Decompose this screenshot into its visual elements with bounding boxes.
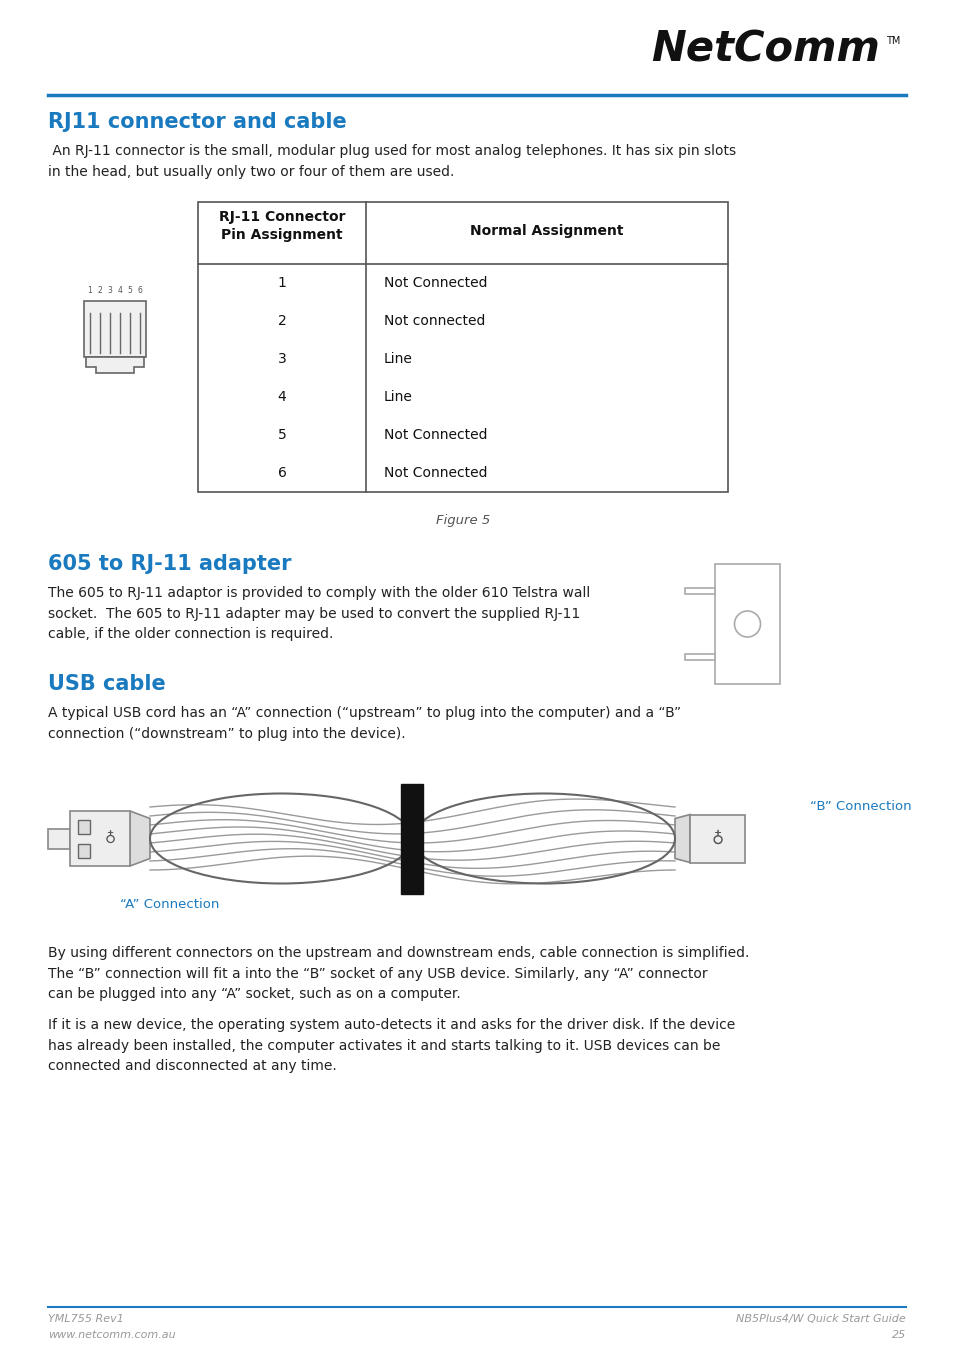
Bar [70, 811, 130, 867]
Text: Normal Assignment: Normal Assignment [470, 223, 623, 238]
Text: 4: 4 [117, 286, 122, 295]
Text: 6: 6 [137, 286, 142, 295]
Text: ♁: ♁ [711, 830, 722, 848]
Text: Not Connected: Not Connected [384, 276, 487, 290]
Text: 3: 3 [108, 286, 112, 295]
Text: An RJ-11 connector is the small, modular plug used for most analog telephones. I: An RJ-11 connector is the small, modular… [48, 144, 736, 179]
Circle shape [734, 611, 760, 636]
Text: 6: 6 [277, 466, 286, 481]
Text: “A” Connection: “A” Connection [120, 899, 219, 911]
Polygon shape [86, 357, 144, 372]
Text: RJ11 connector and cable: RJ11 connector and cable [48, 112, 346, 131]
Bar [198, 202, 727, 492]
Text: USB cable: USB cable [48, 674, 166, 695]
Text: 1: 1 [88, 286, 92, 295]
Text: If it is a new device, the operating system auto-detects it and asks for the dri: If it is a new device, the operating sys… [48, 1018, 735, 1074]
Text: Not connected: Not connected [384, 314, 485, 328]
Text: 5: 5 [277, 428, 286, 441]
Polygon shape [130, 811, 150, 867]
Text: Figure 5: Figure 5 [436, 515, 490, 527]
Text: YML755 Rev1: YML755 Rev1 [48, 1313, 124, 1324]
Bar [48, 829, 70, 849]
Text: www.netcomm.com.au: www.netcomm.com.au [48, 1330, 175, 1340]
Bar [684, 588, 714, 594]
Text: Line: Line [384, 352, 413, 366]
Text: 25: 25 [891, 1330, 905, 1340]
Text: Not Connected: Not Connected [384, 428, 487, 441]
Text: The 605 to RJ-11 adaptor is provided to comply with the older 610 Telstra wall
s: The 605 to RJ-11 adaptor is provided to … [48, 586, 590, 642]
Text: A typical USB cord has an “A” connection (“upstream” to plug into the computer) : A typical USB cord has an “A” connection… [48, 705, 680, 741]
Text: 1: 1 [277, 276, 286, 290]
Polygon shape [675, 815, 689, 862]
Bar [689, 815, 744, 862]
Bar [684, 654, 714, 659]
Text: 605 to RJ-11 adapter: 605 to RJ-11 adapter [48, 554, 292, 574]
Text: 2: 2 [277, 314, 286, 328]
Bar [78, 819, 90, 834]
Text: NetComm: NetComm [651, 28, 879, 70]
Text: TM: TM [885, 37, 900, 46]
Text: 2: 2 [97, 286, 102, 295]
Bar [401, 784, 423, 894]
Text: 3: 3 [277, 352, 286, 366]
Text: Not Connected: Not Connected [384, 466, 487, 481]
Text: 4: 4 [277, 390, 286, 403]
Text: 5: 5 [128, 286, 132, 295]
Text: ♁: ♁ [104, 831, 115, 846]
Bar [714, 565, 780, 684]
Text: “B” Connection: “B” Connection [809, 800, 911, 814]
Text: Line: Line [384, 390, 413, 403]
Bar [84, 301, 146, 357]
Text: By using different connectors on the upstream and downstream ends, cable connect: By using different connectors on the ups… [48, 946, 749, 1001]
Text: NB5Plus4/W Quick Start Guide: NB5Plus4/W Quick Start Guide [736, 1313, 905, 1324]
Bar [78, 844, 90, 857]
Text: RJ-11 Connector
Pin Assignment: RJ-11 Connector Pin Assignment [218, 210, 345, 242]
